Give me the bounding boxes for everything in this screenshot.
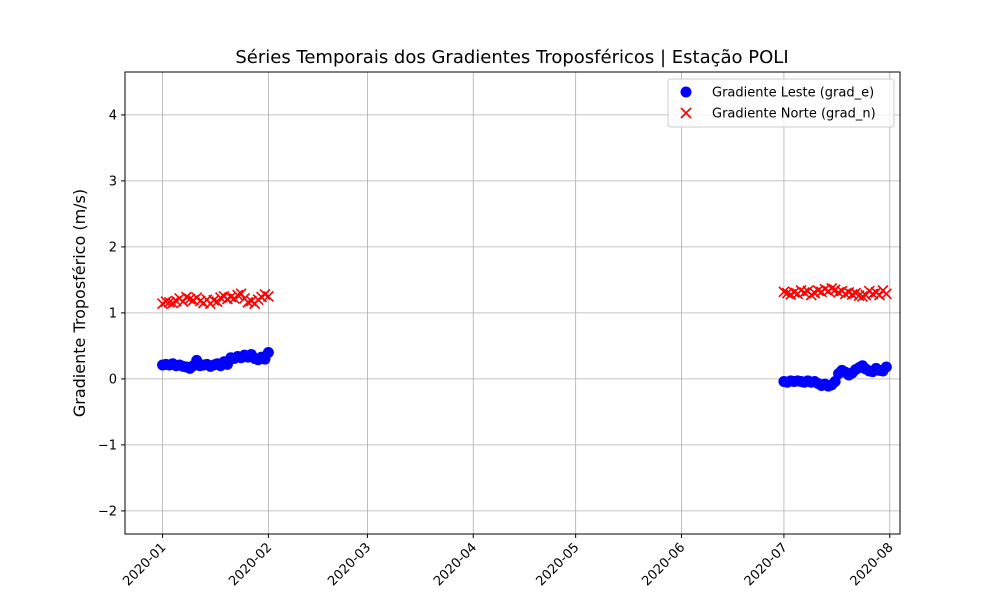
data-point-grad-n xyxy=(873,289,886,301)
data-point-grad-n xyxy=(232,289,244,301)
data-point-grad-n xyxy=(798,286,810,299)
data-point-grad-n xyxy=(215,292,227,304)
legend: Gradiente Leste (grad_e) Gradiente Norte … xyxy=(667,78,895,128)
data-point-grad-n xyxy=(194,295,206,307)
data-point-grad-n xyxy=(242,296,254,308)
legend-marker-grad-e xyxy=(680,86,692,98)
data-point-grad-n xyxy=(832,286,845,299)
y-tick-label: −2 xyxy=(98,504,117,519)
data-point-grad-n xyxy=(867,288,879,300)
data-points xyxy=(156,282,892,392)
y-axis-label: Gradiente Troposférico (m/s) xyxy=(70,189,89,417)
chart-title: Séries Temporais dos Gradientes Troposfé… xyxy=(235,47,788,68)
data-point-grad-n xyxy=(846,288,858,300)
data-point-grad-e xyxy=(262,347,274,358)
data-point-grad-n xyxy=(788,286,800,299)
data-point-grad-n xyxy=(856,290,869,302)
data-point-grad-n xyxy=(826,282,838,295)
grid xyxy=(125,72,900,534)
legend-label: Gradiente Norte (grad_n) xyxy=(712,107,876,122)
data-point-grad-n xyxy=(208,294,220,306)
data-point-grad-n xyxy=(177,296,189,308)
data-point-grad-n xyxy=(262,290,274,302)
data-point-grad-n xyxy=(235,288,247,300)
legend-marker-grad-n xyxy=(680,107,692,119)
data-point-grad-n xyxy=(163,296,175,308)
y-tick-label: 3 xyxy=(109,174,117,189)
legend-box xyxy=(667,78,895,128)
data-point-grad-n xyxy=(156,298,169,310)
legend-label: Gradiente Leste (grad_e) xyxy=(712,86,874,101)
data-point-grad-e xyxy=(880,361,892,373)
data-point-grad-n xyxy=(812,284,824,297)
data-point-grad-n xyxy=(880,288,892,300)
data-point-grad-n xyxy=(167,297,179,309)
data-point-grad-n xyxy=(259,288,271,300)
data-point-grad-n xyxy=(160,296,172,308)
y-tick-label: 4 xyxy=(109,108,117,123)
data-point-grad-n xyxy=(778,286,790,298)
data-point-grad-n xyxy=(225,291,237,303)
y-tick-label: −1 xyxy=(98,438,117,453)
data-point-grad-n xyxy=(180,291,193,303)
y-tick-label: 2 xyxy=(109,240,117,255)
data-point-grad-n xyxy=(184,293,196,305)
y-tick-label: 1 xyxy=(109,306,117,321)
plot-frame xyxy=(124,71,901,535)
data-point-grad-n xyxy=(805,289,817,301)
y-tick-label: 0 xyxy=(109,372,117,387)
